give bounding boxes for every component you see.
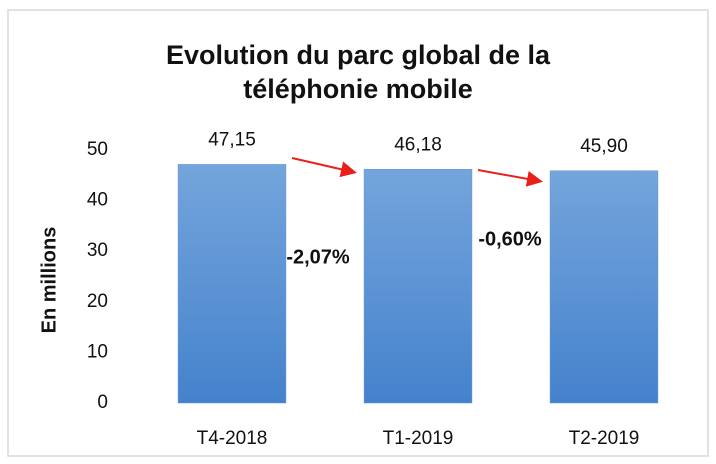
bar [177,164,287,404]
bar [549,170,659,404]
x-tick-label: T2-2019 [569,428,640,449]
value-label: 46,18 [394,134,442,155]
value-label: 47,15 [208,129,256,150]
chart-title: Evolution du parc global de la téléphoni… [165,40,551,104]
y-axis-label: En millions [38,227,60,334]
x-tick-label: T1-2019 [383,428,454,449]
annotation: -0,60% [478,228,542,250]
y-tick-label: 50 [87,139,108,160]
frame [7,9,709,457]
bar [363,169,473,404]
x-tick-label: T4-2018 [197,428,268,449]
annotation: -2,07% [286,246,350,268]
y-tick-label: 40 [87,190,108,211]
y-tick-label: 30 [87,240,108,261]
arrow [477,169,543,187]
arrow [291,157,357,178]
y-tick-label: 0 [97,392,108,413]
y-tick-label: 20 [87,291,108,312]
y-tick-label: 10 [87,341,108,362]
value-label: 45,90 [580,136,628,157]
